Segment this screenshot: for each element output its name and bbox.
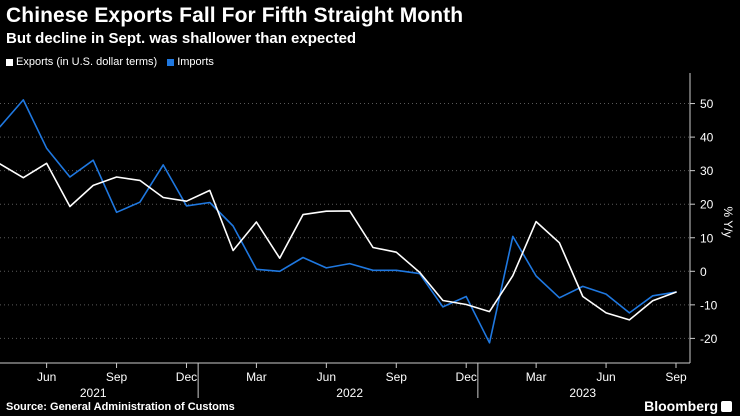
x-tick-label: Sep — [106, 370, 128, 384]
y-tick-label: 50 — [700, 97, 714, 111]
y-tick-label: 10 — [700, 231, 714, 245]
legend-label-exports: Exports (in U.S. dollar terms) — [16, 56, 158, 68]
axis-layer — [0, 73, 695, 398]
legend-swatch-imports — [167, 58, 175, 66]
y-tick-label: -10 — [700, 298, 718, 312]
grid-layer — [0, 103, 690, 339]
y-tick-label: 0 — [700, 265, 707, 279]
legend-item-imports: Imports — [167, 56, 214, 68]
x-tick-label: Sep — [386, 370, 408, 384]
y-axis-title: % Y/y — [721, 206, 735, 237]
year-label: 2022 — [336, 386, 363, 400]
x-tick-label: Dec — [176, 370, 197, 384]
series-layer — [0, 99, 677, 344]
x-tick-label: Jun — [317, 370, 336, 384]
series-line-imports — [0, 99, 677, 344]
label-layer: 50 40 30 20 10 0 -10 -20 % Y/y Jun Sep Dec Mar Jun Sep… — [37, 97, 735, 400]
x-tick-label: Dec — [456, 370, 477, 384]
year-label: 2023 — [569, 386, 596, 400]
brand-name: Bloomberg — [644, 398, 718, 414]
y-tick-label: 30 — [700, 164, 714, 178]
chart-subtitle: But decline in Sept. was shallower than … — [6, 30, 357, 47]
y-tick-label: -20 — [700, 332, 718, 346]
x-tick-label: Mar — [526, 370, 547, 384]
x-tick-label: Sep — [665, 370, 687, 384]
x-tick-label: Jun — [37, 370, 56, 384]
legend: Exports (in U.S. dollar terms) Imports — [6, 56, 214, 68]
x-tick-label: Mar — [246, 370, 267, 384]
y-tick-label: 20 — [700, 198, 714, 212]
bloomberg-logo-icon — [721, 401, 732, 412]
chart-title: Chinese Exports Fall For Fifth Straight … — [6, 4, 464, 27]
legend-item-exports: Exports (in U.S. dollar terms) — [6, 56, 157, 68]
series-line-exports — [0, 162, 677, 321]
legend-swatch-exports — [6, 58, 13, 66]
legend-label-imports: Imports — [177, 56, 214, 68]
y-tick-label: 40 — [700, 131, 714, 145]
x-tick-label: Jun — [596, 370, 615, 384]
year-label: 2021 — [80, 386, 107, 400]
source-note: Source: General Administration of Custom… — [6, 401, 235, 413]
